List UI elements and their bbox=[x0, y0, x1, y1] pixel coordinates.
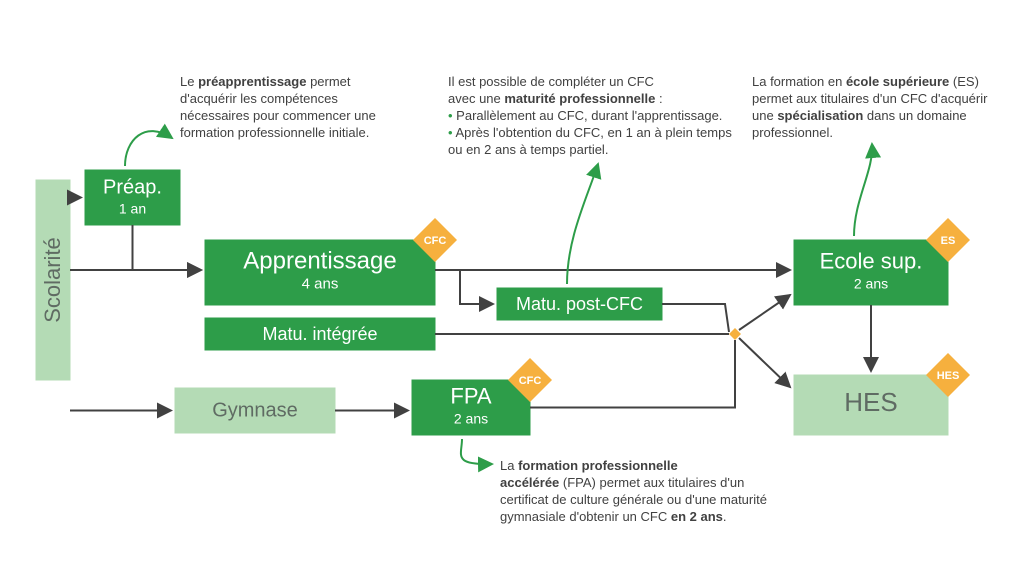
svg-text:permet aux titulaires d'un CFC: permet aux titulaires d'un CFC d'acquéri… bbox=[752, 91, 988, 106]
svg-text:4 ans: 4 ans bbox=[302, 276, 339, 293]
svg-text:FPA: FPA bbox=[450, 384, 491, 409]
svg-text:• Après l'obtention du CFC, en: • Après l'obtention du CFC, en 1 an à pl… bbox=[448, 125, 732, 140]
svg-text:La formation professionnelle: La formation professionnelle bbox=[500, 458, 678, 473]
svg-text:ou en 2 ans à temps partiel.: ou en 2 ans à temps partiel. bbox=[448, 142, 608, 157]
svg-text:HES: HES bbox=[844, 387, 897, 417]
node-preap: Préap. 1 an bbox=[85, 170, 180, 225]
svg-text:Préap.: Préap. bbox=[103, 177, 162, 199]
svg-text:Il est possible de compléter u: Il est possible de compléter un CFC bbox=[448, 74, 654, 89]
caption: Il est possible de compléter un CFC avec … bbox=[448, 74, 732, 157]
node-hes: HES HES bbox=[794, 353, 970, 435]
node-ecoleSup: Ecole sup. 2 ans ES bbox=[794, 218, 970, 305]
svg-text:HES: HES bbox=[937, 370, 960, 382]
svg-text:ES: ES bbox=[941, 235, 956, 247]
svg-text:Le préapprentissage permet: Le préapprentissage permet bbox=[180, 74, 351, 89]
svg-text:une spécialisation dans un dom: une spécialisation dans un domaine bbox=[752, 108, 967, 123]
svg-text:Matu. post-CFC: Matu. post-CFC bbox=[516, 294, 643, 314]
svg-text:1 an: 1 an bbox=[119, 201, 146, 217]
svg-text:• Parallèlement au CFC, durant: • Parallèlement au CFC, durant l'apprent… bbox=[448, 108, 722, 123]
node-apprentissage: Apprentissage4 ans CFC bbox=[205, 218, 457, 305]
svg-text:gymnasiale d'obtenir un CFC en: gymnasiale d'obtenir un CFC en 2 ans. bbox=[500, 509, 727, 524]
caption: La formation en école supérieure (ES) per… bbox=[752, 74, 988, 140]
svg-text:avec une maturité professionne: avec une maturité professionnelle : bbox=[448, 91, 663, 106]
svg-text:certificat de culture générale: certificat de culture générale ou d'une … bbox=[500, 492, 767, 507]
svg-text:Gymnase: Gymnase bbox=[212, 400, 298, 422]
svg-text:Ecole sup.: Ecole sup. bbox=[820, 249, 923, 274]
svg-text:d'acquérir les compétences: d'acquérir les compétences bbox=[180, 91, 338, 106]
svg-text:professionnel.: professionnel. bbox=[752, 125, 833, 140]
svg-text:nécessaires pour commencer une: nécessaires pour commencer une bbox=[180, 108, 376, 123]
node-matuInt: Matu. intégrée bbox=[205, 318, 435, 350]
svg-text:accélérée (FPA) permet aux tit: accélérée (FPA) permet aux titulaires d'… bbox=[500, 475, 744, 490]
node-fpa: FPA 2 ans CFC bbox=[412, 358, 552, 435]
svg-text:CFC: CFC bbox=[424, 235, 447, 247]
caption: Le préapprentissage permet d'acquérir les… bbox=[180, 74, 376, 140]
caption: La formation professionnelle accélérée (F… bbox=[500, 458, 767, 524]
node-gymnase: Gymnase bbox=[175, 388, 335, 433]
svg-text:2 ans: 2 ans bbox=[454, 411, 488, 427]
node-matuPost: Matu. post-CFC bbox=[497, 288, 662, 320]
svg-text:La formation en école supérieu: La formation en école supérieure (ES) bbox=[752, 74, 979, 89]
svg-text:2 ans: 2 ans bbox=[854, 276, 888, 292]
svg-text:formation professionnelle init: formation professionnelle initiale. bbox=[180, 125, 369, 140]
svg-text:Matu. intégrée: Matu. intégrée bbox=[262, 324, 377, 344]
svg-text:Apprentissage: Apprentissage bbox=[243, 248, 396, 275]
svg-text:CFC: CFC bbox=[519, 375, 542, 387]
svg-text:Scolarité: Scolarité bbox=[40, 237, 65, 323]
